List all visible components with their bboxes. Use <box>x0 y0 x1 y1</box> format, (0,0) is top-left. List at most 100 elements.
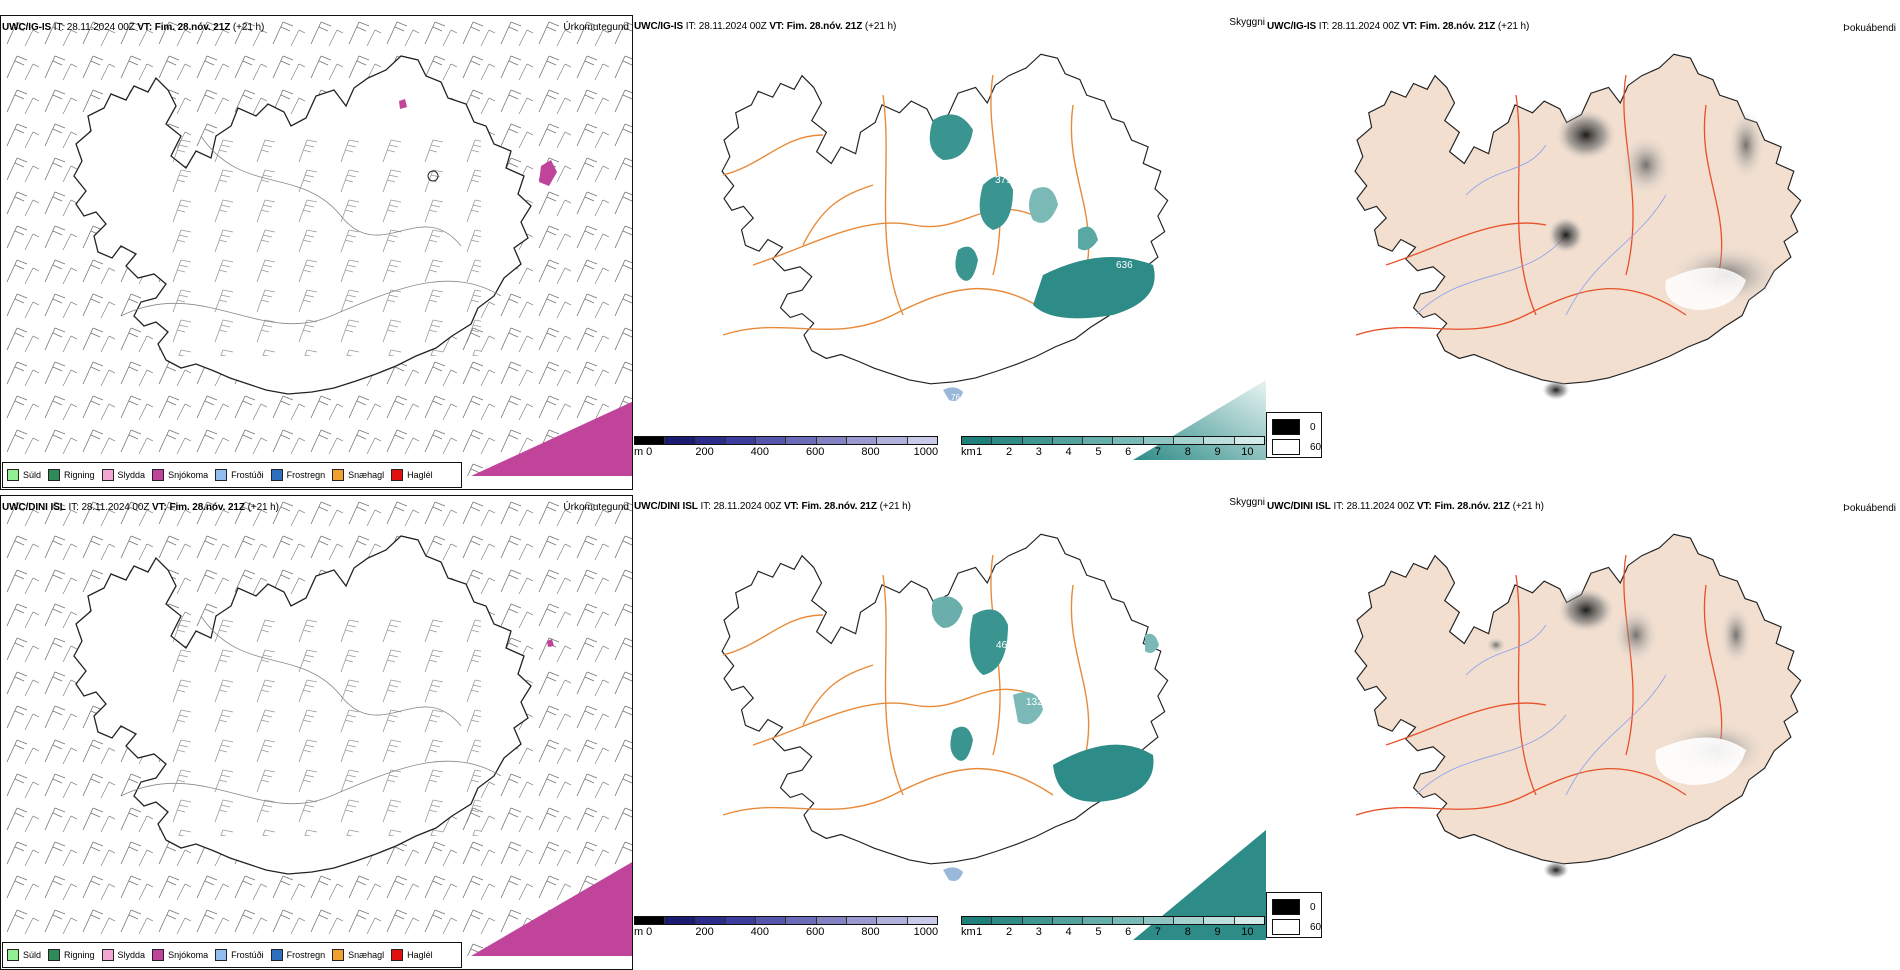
colorbar-tick-label: 3 <box>1035 926 1042 938</box>
colorbar-strip <box>634 916 938 925</box>
legend-swatch <box>152 949 165 961</box>
colorbar-tick-label: 7 <box>1154 446 1162 458</box>
colorbar-cell <box>1174 437 1205 444</box>
cloud-visibility-panel-2: 460 132 49 UWC/DINI ISL IT: 28.11.2024 0… <box>633 495 1266 970</box>
legend-swatch <box>391 469 404 481</box>
precip-legend-item: Slydda <box>101 469 146 481</box>
colorbar-cell <box>1022 437 1053 444</box>
legend-swatch <box>48 469 61 481</box>
legend-label: Haglél <box>407 470 433 480</box>
value-label: 636 <box>1116 260 1133 271</box>
colorbar-tick-label: 6 <box>1125 926 1132 938</box>
precip-legend-item: Rigning <box>48 949 95 961</box>
precip-legend-item: Snjókoma <box>152 949 208 961</box>
panel-title: UWC/DINI ISL IT: 28.11.2024 00Z VT: Fim.… <box>2 502 279 513</box>
road-network <box>722 554 1090 816</box>
colorbar-labels: m 0 200 400 600 800 1000 <box>634 445 938 459</box>
panel-title: UWC/IG-IS IT: 28.11.2024 00Z VT: Fim. 28… <box>2 22 265 33</box>
colorbar-tick-label: 800 <box>861 446 880 458</box>
colorbar-cell <box>786 917 817 924</box>
precip-legend-2: Súld Rigning Slydda Snjókoma Frostúði Frostre… <box>2 942 462 968</box>
colorbar-cell <box>1174 917 1205 924</box>
colorbar-tick-label: 7 <box>1154 926 1162 938</box>
legend-label: Slydda <box>117 950 146 960</box>
precip-legend-item: Súld <box>7 469 41 481</box>
colorbar-tick-label: 1000 <box>913 926 939 938</box>
precip-legend-item: Snæhagl <box>332 949 384 961</box>
fog-legend-item: 0 <box>1272 899 1316 915</box>
colorbar-tick-label: 5 <box>1095 926 1102 938</box>
legend-swatch <box>7 469 19 481</box>
colorbar-cell <box>1083 437 1114 444</box>
panel-title: UWC/IG-IS IT: 28.11.2024 00Z VT: Fim. 28… <box>634 21 897 32</box>
snow-patch <box>399 99 407 109</box>
colorbar-cell <box>1143 917 1175 924</box>
colorbar-cell <box>1052 917 1084 924</box>
river-network <box>1415 144 1667 316</box>
colorbar-cell <box>695 437 726 444</box>
colorbar-cell <box>756 437 787 444</box>
legend-swatch <box>270 469 283 481</box>
fog-legend-item: 0 <box>1272 419 1316 435</box>
colorbar-cell <box>907 437 937 444</box>
legend-label: Snjókoma <box>168 470 209 480</box>
panel-corner-label: Úrkomutegund <box>563 22 629 33</box>
colorbar-tick-label: 600 <box>805 446 825 458</box>
colorbar-tick-label: 9 <box>1214 446 1221 458</box>
value-label: 29 <box>958 237 970 248</box>
colorbar-cell <box>962 437 993 444</box>
legend-label: Frostúði <box>231 950 264 960</box>
legend-swatch <box>215 949 228 961</box>
value-label: 49 <box>960 719 972 730</box>
legend-swatch <box>152 469 165 481</box>
colorbar-strip <box>961 916 1265 925</box>
colorbar-tick-label: 1000 <box>913 446 939 458</box>
colorbar-cell <box>725 917 757 924</box>
colorbar-unit: km <box>961 926 976 938</box>
colorbar-strip <box>634 436 938 445</box>
legend-label: Slydda <box>117 470 146 480</box>
precip-legend-item: Haglél <box>391 469 433 481</box>
legend-label: Frostregn <box>286 470 326 480</box>
fog-map-1 <box>1354 53 1802 400</box>
colorbar-cell <box>816 917 848 924</box>
colorbar-cell <box>725 437 757 444</box>
low-cloud-areas <box>931 596 1159 881</box>
colorbar-cell <box>847 437 878 444</box>
colorbar-cell <box>1113 917 1144 924</box>
colorbar-strip <box>961 436 1265 445</box>
snow-patch <box>547 639 554 647</box>
wind-barb-map-1 <box>1 16 632 476</box>
colorbar-tick-label: 10 <box>1241 446 1254 458</box>
colorbar-tick-label: 600 <box>805 926 825 938</box>
colorbar-cell <box>907 917 937 924</box>
panel-corner-label: Skyggni <box>1229 17 1265 28</box>
colorbar-tick-label: 4 <box>1065 446 1072 458</box>
fog-areas <box>1542 110 1781 400</box>
colorbar-tick-label: 2 <box>1005 926 1013 938</box>
precip-legend-item: Frostregn <box>270 949 325 961</box>
colorbar-unit: km <box>961 446 976 458</box>
colorbar-tick-label: 6 <box>1125 446 1132 458</box>
colorbar-cell <box>816 437 848 444</box>
legend-swatch <box>332 469 345 481</box>
snow-band <box>471 401 632 476</box>
value-label: 460 <box>996 640 1013 651</box>
colorbar-cell <box>1234 917 1264 924</box>
colorbar-cell <box>665 917 696 924</box>
legend-label: Snæhagl <box>348 950 385 960</box>
colorbar-tick-label: 200 <box>695 926 714 938</box>
iceland-outline <box>1354 533 1802 865</box>
legend-label: Rigning <box>64 470 95 480</box>
colorbar-cell <box>1204 437 1235 444</box>
fog-legend-item: 60 <box>1272 919 1321 935</box>
precip-legend-item: Slydda <box>101 949 146 961</box>
precip-legend-item: Rigning <box>48 469 95 481</box>
legend-label: 0 <box>1310 901 1316 913</box>
colorbar-cell <box>695 917 726 924</box>
fog-legend-2: 0 60 <box>1266 892 1322 938</box>
iceland-outline <box>1354 53 1802 385</box>
legend-swatch <box>1272 439 1300 455</box>
colorbar-cell <box>635 437 666 444</box>
colorbar-cell <box>756 917 787 924</box>
